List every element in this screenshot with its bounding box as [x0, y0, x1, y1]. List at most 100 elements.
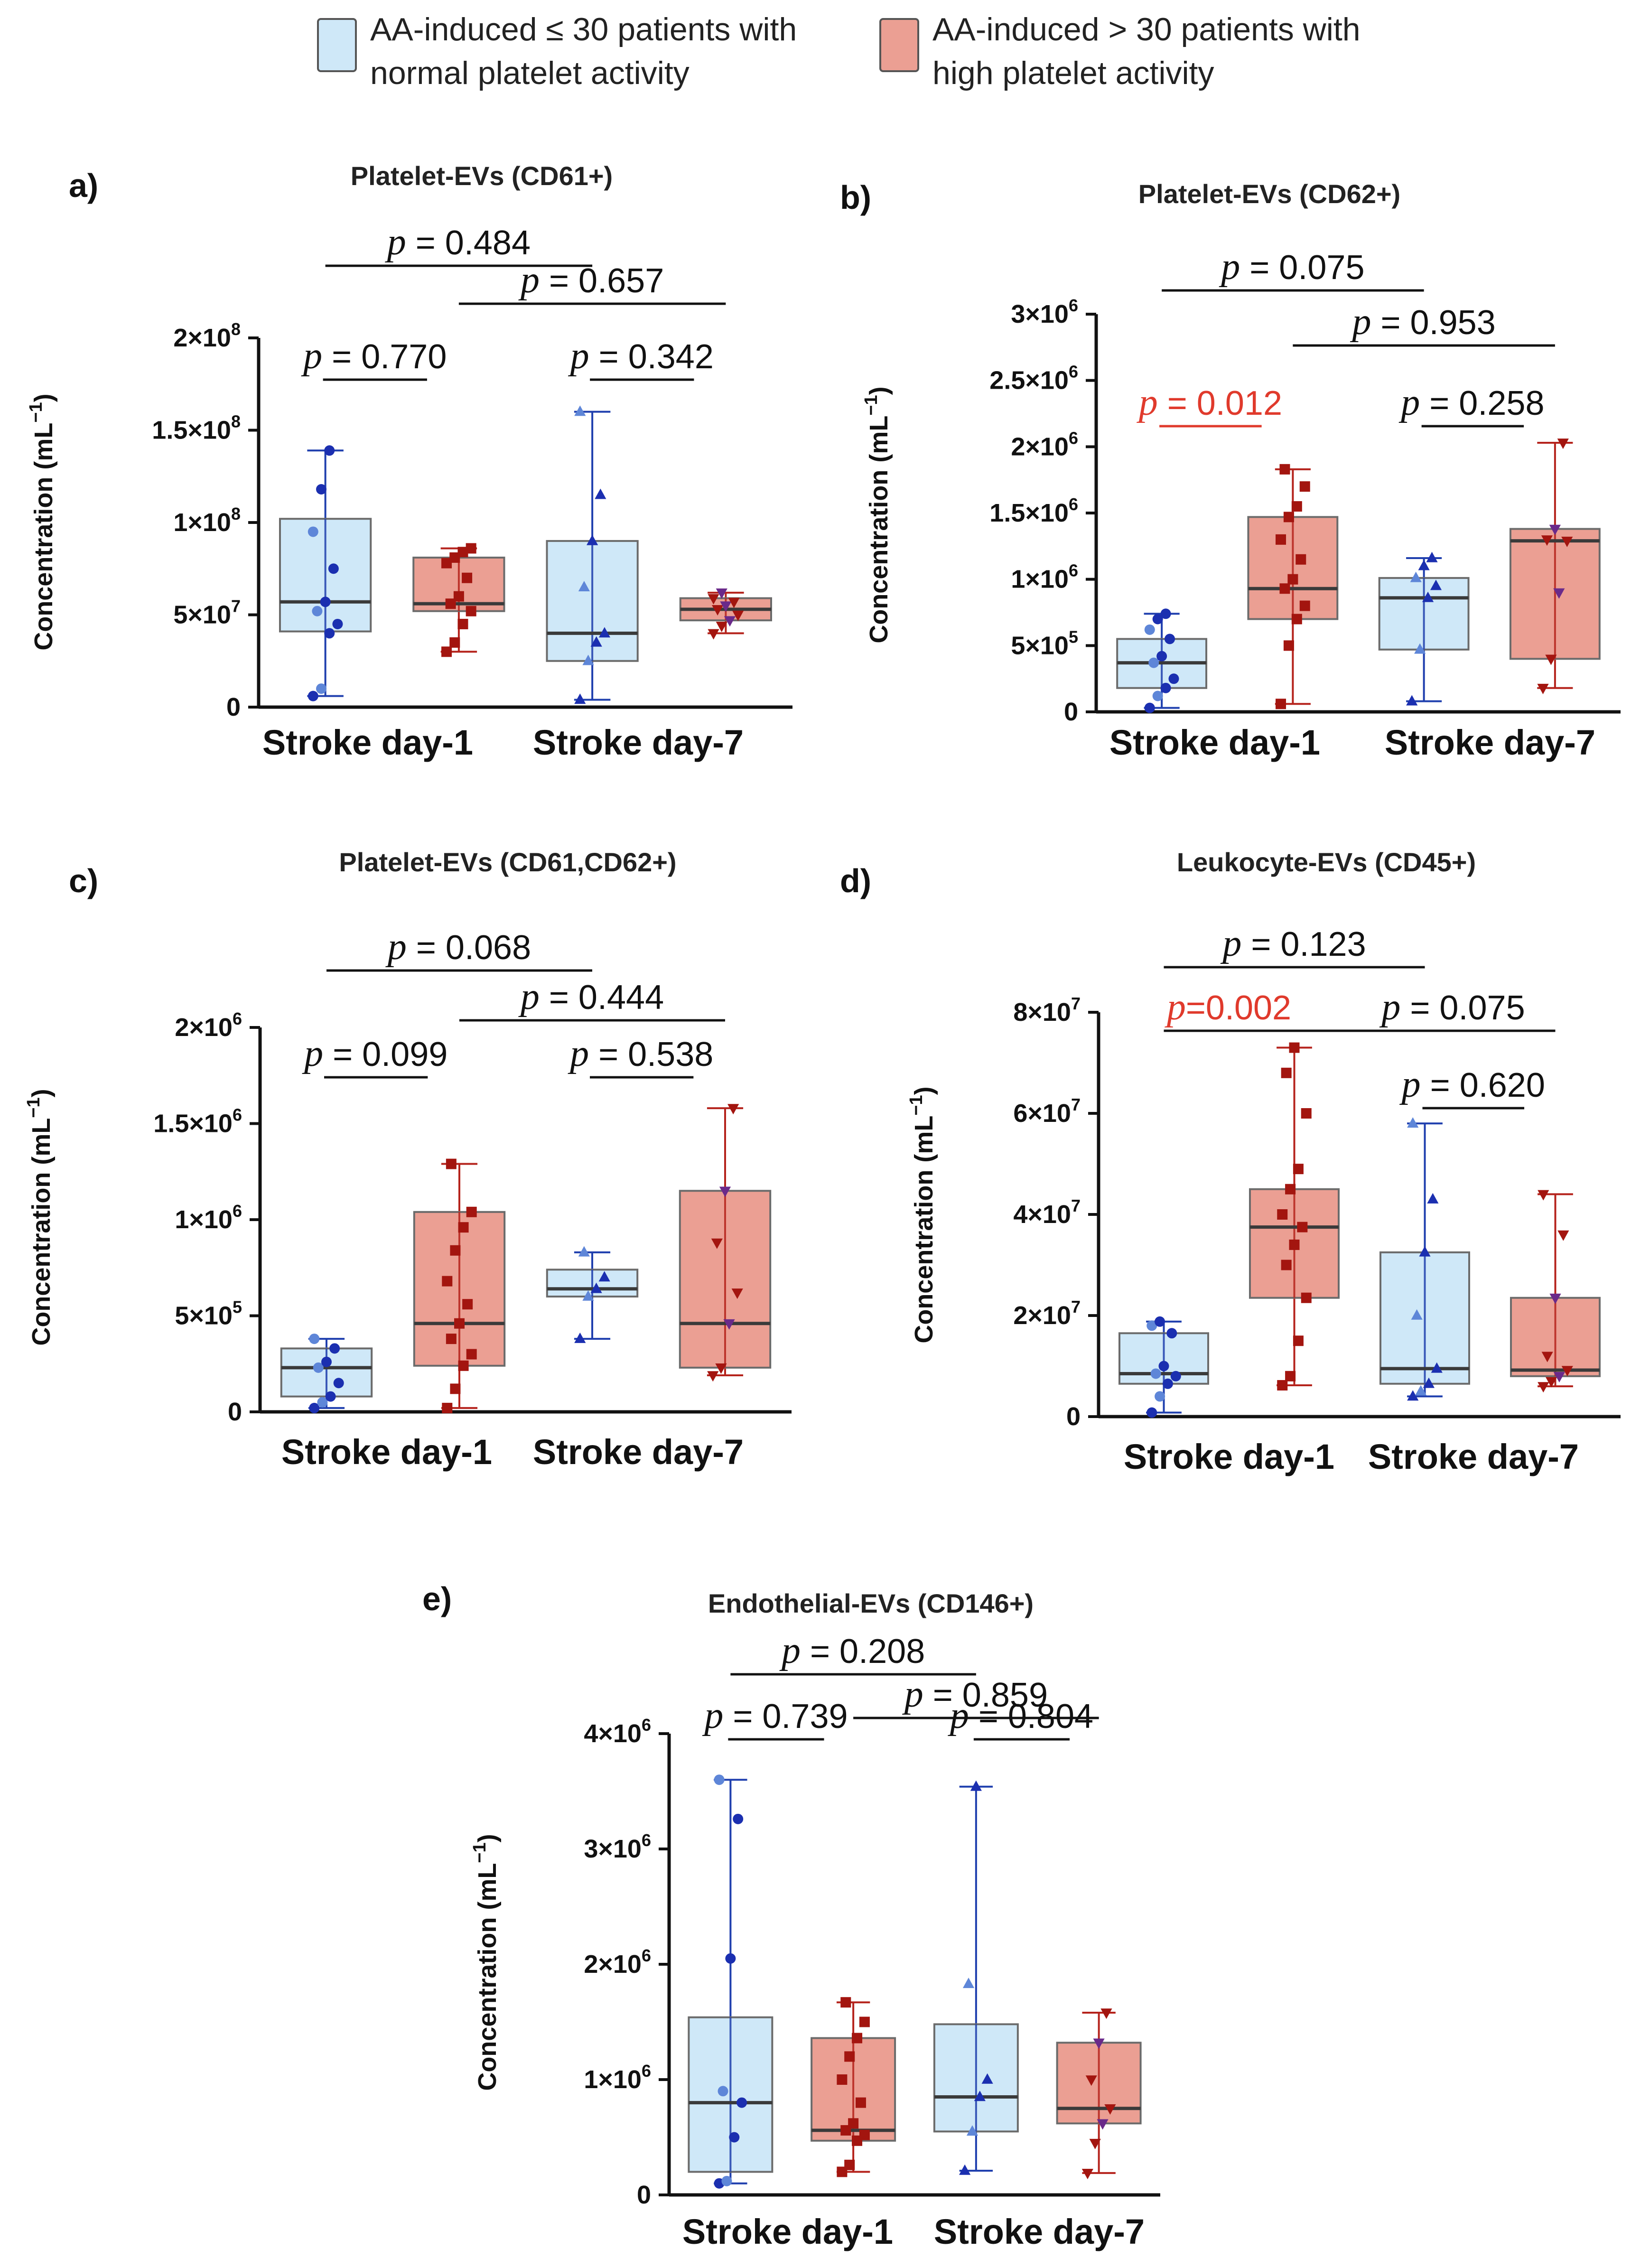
data-point	[312, 606, 323, 616]
data-point	[1430, 579, 1442, 590]
box-high-day1	[1247, 464, 1339, 709]
box-high-day7	[679, 588, 772, 640]
data-point	[1549, 1293, 1561, 1304]
data-point	[329, 1343, 340, 1354]
p-value-label: p = 0.444	[518, 976, 664, 1017]
data-point	[1293, 1335, 1304, 1346]
data-point	[308, 526, 318, 537]
data-point	[316, 484, 327, 495]
data-point	[1155, 1391, 1165, 1402]
data-point	[1081, 2169, 1093, 2180]
data-point	[325, 1391, 336, 1402]
panel-e: e) Endothelial-EVs (CD146+) Concentration …	[422, 1580, 1160, 2251]
data-point	[1156, 651, 1167, 662]
x-category-label: Stroke day-7	[533, 723, 744, 762]
data-point	[1166, 1328, 1177, 1339]
panel-letter: c)	[69, 862, 98, 899]
box-normal-day1	[279, 445, 372, 701]
data-point	[466, 1349, 477, 1360]
data-point	[1283, 640, 1294, 651]
y-tick-label: 6×107	[1013, 1095, 1081, 1128]
y-tick-label: 2×107	[1013, 1297, 1081, 1330]
data-point	[1545, 1377, 1557, 1388]
box-high-day1	[1249, 1042, 1340, 1391]
data-point	[1279, 464, 1290, 475]
data-point	[731, 1288, 743, 1299]
data-point	[598, 627, 611, 638]
data-point	[1146, 1320, 1157, 1331]
data-point	[445, 598, 456, 609]
data-point	[574, 693, 586, 704]
y-tick-label: 2.5×106	[989, 362, 1078, 395]
box-normal-day7	[1378, 551, 1470, 706]
comparison-bracket: p = 0.953	[1293, 301, 1555, 347]
data-point	[582, 654, 594, 665]
y-tick-label: 1×106	[1011, 561, 1078, 594]
p-value-label: p = 0.123	[1220, 923, 1366, 964]
y-tick-label: 5×107	[173, 597, 241, 629]
data-point	[1414, 643, 1426, 654]
data-point	[1553, 588, 1565, 599]
y-tick-label: 5×105	[1011, 627, 1078, 660]
y-tick-label: 2×106	[175, 1009, 242, 1042]
data-point	[736, 2097, 747, 2108]
data-point	[449, 637, 460, 648]
data-point	[1162, 1378, 1173, 1389]
data-point	[728, 597, 740, 608]
comparison-bracket: p = 0.770	[301, 335, 447, 381]
data-point	[1415, 1385, 1427, 1396]
comparison-bracket: p = 0.342	[568, 335, 714, 381]
data-point	[1295, 554, 1306, 565]
data-point	[578, 1246, 590, 1257]
data-point	[458, 1360, 469, 1371]
data-point	[598, 1271, 610, 1282]
data-point	[712, 605, 724, 616]
data-point	[1431, 1362, 1443, 1373]
data-point	[852, 2033, 863, 2044]
x-category-label: Stroke day-1	[1109, 723, 1320, 762]
comparison-bracket: p = 0.657	[458, 259, 726, 305]
box-normal-day7	[933, 1780, 1019, 2175]
data-point	[574, 405, 586, 416]
data-point	[837, 2074, 848, 2085]
comparison-bracket: p = 0.123	[1164, 923, 1425, 969]
x-category-label: Stroke day-7	[533, 1432, 744, 1472]
data-point	[458, 1222, 469, 1233]
y-tick-label: 4×107	[1013, 1196, 1081, 1229]
data-point	[1411, 1309, 1423, 1320]
data-point	[1541, 1352, 1553, 1363]
y-tick-label: 1×108	[173, 504, 241, 537]
y-tick-label: 0	[226, 693, 241, 721]
y-tick-label: 8×107	[1013, 994, 1081, 1027]
data-point	[454, 1318, 465, 1329]
p-value-label: p = 0.739	[702, 1695, 848, 1736]
box-normal-day7	[546, 1246, 639, 1343]
data-point	[309, 1402, 320, 1413]
y-tick-label: 1.5×106	[989, 495, 1078, 527]
data-point	[1538, 1382, 1549, 1393]
comparison-bracket: p = 0.075	[1164, 986, 1556, 1032]
data-point	[450, 1383, 461, 1394]
data-point	[1281, 1260, 1292, 1270]
data-point	[719, 1186, 731, 1197]
data-point	[1148, 657, 1159, 668]
y-tick-label: 3×106	[584, 1830, 651, 1863]
legend-label-1-1: high platelet activity	[932, 55, 1214, 91]
data-point	[1144, 702, 1155, 713]
data-point	[1545, 654, 1557, 665]
panel-c: c) Platelet-EVs (CD61,CD62+) Concentration…	[24, 847, 792, 1472]
comparison-bracket: p = 0.068	[326, 926, 592, 972]
data-point	[1089, 2138, 1101, 2149]
data-point	[582, 1290, 594, 1301]
data-point	[1406, 695, 1418, 706]
data-point	[333, 1378, 344, 1389]
data-point	[1541, 535, 1553, 546]
data-point	[1276, 699, 1286, 709]
data-point	[1561, 1366, 1573, 1377]
data-point	[1152, 614, 1163, 625]
data-point	[732, 610, 744, 621]
data-point	[1289, 1042, 1300, 1053]
data-point	[1407, 1117, 1419, 1128]
data-point	[587, 534, 598, 545]
